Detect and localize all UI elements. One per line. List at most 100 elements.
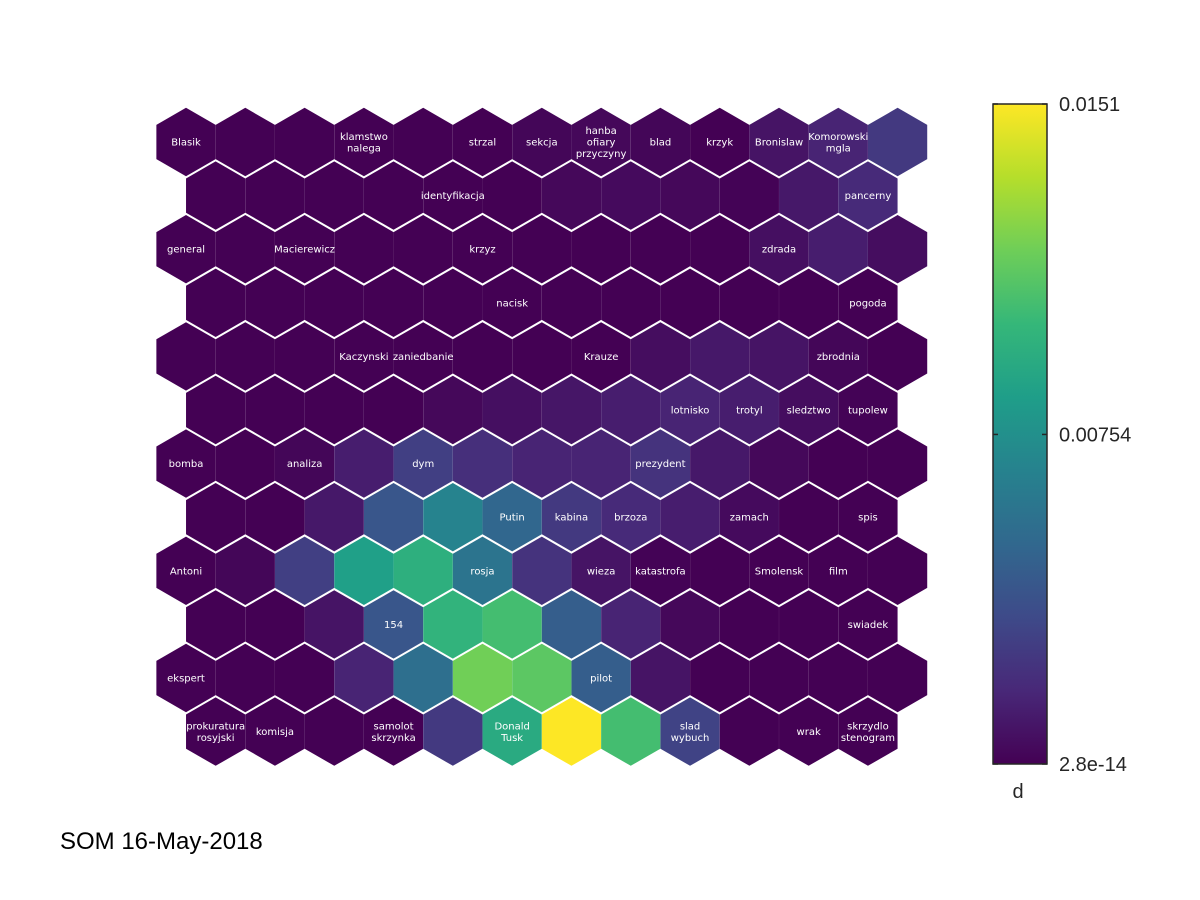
hex-label-tupolew: tupolew [848,406,888,417]
hex-cell-r6-c11 [808,429,868,498]
hex-label-bomba: bomba [169,459,204,470]
hex-cell-r11-c8 [660,697,720,766]
colorbar-tick-label: 2.8e-14 [1059,754,1127,776]
hex-cell-r7-c3 [363,483,424,552]
hex-label-wieza: wieza [587,566,616,577]
hex-cell-r3-c2 [304,268,364,337]
hex-cell-r11-c2 [304,697,364,766]
hex-label-antoni: Antoni [170,566,202,577]
hex-cell-r2-c11 [808,215,868,284]
hex-cell-r4-c9 [690,322,750,391]
hex-label-skrzydlo-stenogram: skrzydlo stenogram [841,721,895,744]
hex-cell-r0-c1 [215,107,275,177]
hex-cell-r7-c5 [482,483,542,552]
hex-label-line: wybuch [671,733,710,744]
hex-cell-r4-c11 [808,322,868,391]
hex-cell-r3-c1 [245,268,305,337]
hex-cell-r9-c2 [304,590,364,659]
hex-grid [156,107,928,766]
hex-label-line: sekcja [526,138,558,149]
hex-label-sekcja: sekcja [526,138,558,149]
hex-label-line: zbrodnia [817,352,860,363]
hex-cell-r11-c6 [541,697,602,766]
hex-cell-r4-c0 [156,322,216,391]
hex-label-komisja: komisja [256,727,294,738]
footer-caption: SOM 16-May-2018 [60,828,263,855]
hex-label-nacisk: nacisk [496,298,528,309]
hex-label-154: 154 [384,620,403,631]
hex-cell-r7-c0 [186,483,246,552]
hex-label-krauze: Krauze [584,352,619,363]
hex-cell-r1-c4 [423,161,483,230]
hex-cell-r8-c5 [452,536,513,605]
hex-label-line: pancerny [845,191,892,202]
hex-label-klamstwo-nalega: klamstwo nalega [340,132,388,155]
hex-label-line: Smolensk [755,566,804,577]
hex-cell-r4-c6 [512,322,572,391]
hex-cell-r11-c1 [245,697,305,766]
hex-label-line: klamstwo [340,132,388,143]
hex-label-line: mgla [826,143,851,154]
hex-cell-r4-c3 [334,322,394,391]
hex-label-wrak: wrak [797,727,821,738]
hex-label-film: film [829,566,848,577]
hex-label-swiadek: swiadek [848,620,889,631]
hex-label-line: Krauze [584,352,619,363]
hex-cell-r1-c3 [363,161,424,230]
hex-cell-r5-c11 [838,375,898,445]
hex-label-line: Putin [500,513,525,524]
hex-cell-r11-c5 [482,697,542,766]
hex-cell-r5-c7 [601,375,661,445]
hex-cell-r7-c6 [541,483,602,552]
hex-label-line: zaniedbanie [393,352,454,363]
hex-label-line: Kaczynski [339,352,388,363]
hex-label-pogoda: pogoda [849,298,886,309]
hex-cell-r3-c10 [779,268,839,337]
hex-label-line: ofiary [587,138,616,149]
hex-cell-r7-c9 [719,483,779,552]
hex-cell-r6-c8 [630,429,691,498]
hex-cell-r8-c7 [571,536,631,605]
hex-label-line: Bronislaw [755,138,803,149]
hex-cell-r9-c1 [245,590,305,659]
hex-label-sledztwo: sledztwo [787,406,831,417]
hex-cell-r5-c4 [423,375,483,445]
hex-label-line: film [829,566,848,577]
hex-cell-r0-c8 [630,107,691,177]
hex-label-line: analiza [287,459,323,470]
hex-label-line: spis [858,513,878,524]
hex-label-kabina: kabina [555,513,588,524]
hex-label-pancerny: pancerny [845,191,892,202]
colorbar: 0.0151 0.00754 2.8e-14 d [992,94,1131,803]
hex-label-analiza: analiza [287,459,323,470]
hex-cell-r0-c12 [867,107,928,177]
hex-label-line: 154 [384,620,403,631]
hex-cell-r8-c11 [808,536,868,605]
hex-label-line: zamach [730,513,769,524]
hex-cell-r0-c10 [749,107,809,177]
hex-label-line: skrzynka [371,733,415,744]
hex-label-donald-tusk: Donald Tusk [494,721,529,744]
hex-cell-r8-c9 [690,536,750,605]
hex-cell-r9-c10 [779,590,839,659]
hex-cell-r0-c0 [156,107,216,177]
hex-label-line: wrak [797,727,821,738]
hex-cell-r6-c7 [571,429,631,498]
hex-cell-r1-c7 [601,161,661,230]
hex-label-line: pogoda [849,298,886,309]
hex-label-line: rosja [470,566,494,577]
hex-cell-r9-c5 [482,590,542,659]
hex-cell-r0-c4 [393,107,453,177]
hex-cell-r7-c4 [423,483,483,552]
hex-label-line: Donald [494,721,529,732]
hex-cell-r9-c8 [660,590,720,659]
hex-label-line: stenogram [841,733,895,744]
hex-label-kaczynski: Kaczynski [339,352,388,363]
hex-cell-r5-c9 [719,375,779,445]
hex-label-line: slad [680,721,700,732]
hex-cell-r7-c8 [660,483,720,552]
hex-cell-r8-c2 [274,536,335,605]
hex-label-trotyl: trotyl [736,406,763,417]
hex-label-line: rosyjski [197,733,235,744]
hex-cell-r4-c1 [215,322,275,391]
